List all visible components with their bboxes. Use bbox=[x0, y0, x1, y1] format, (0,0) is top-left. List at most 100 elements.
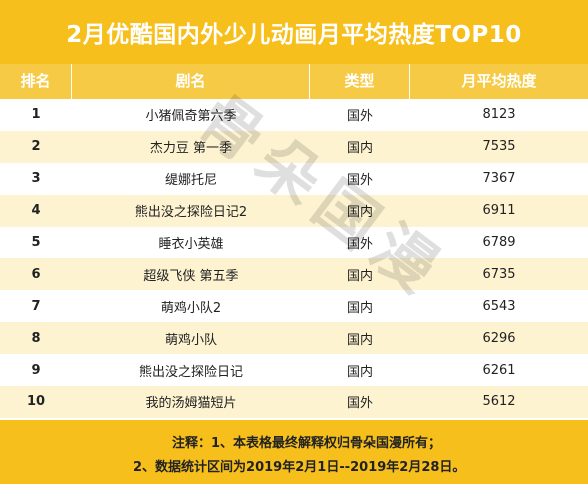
type-cell: 国内 bbox=[310, 322, 410, 354]
rank-cell-text: 3 bbox=[31, 171, 41, 187]
show-name-cell: 萌鸡小队2 bbox=[72, 290, 310, 322]
heat-cell-text: 5612 bbox=[482, 394, 516, 410]
footer-notes: 注释：1、本表格最终解释权归骨朵国漫所有； 2、数据统计区间为2019年2月1日… bbox=[0, 420, 588, 484]
show-name-cell: 熊出没之探险日记 bbox=[72, 354, 310, 386]
rank-cell: 4 bbox=[0, 195, 72, 227]
type-cell: 国外 bbox=[310, 163, 410, 195]
heat-cell-text: 6543 bbox=[482, 298, 516, 314]
heat-cell-text: 7535 bbox=[482, 139, 516, 155]
type-cell-text: 国外 bbox=[346, 173, 373, 189]
type-cell: 国内 bbox=[310, 258, 410, 290]
rank-cell: 10 bbox=[0, 386, 72, 418]
type-cell: 国外 bbox=[310, 99, 410, 131]
rank-cell: 3 bbox=[0, 163, 72, 195]
rank-cell: 5 bbox=[0, 227, 72, 259]
type-cell-text: 国内 bbox=[346, 205, 373, 221]
type-cell-text: 国外 bbox=[346, 237, 373, 252]
show-name-cell-text: 熊出没之探险日记2 bbox=[134, 205, 248, 221]
show-name-cell-text: 我的汤姆猫短片 bbox=[145, 396, 237, 412]
heat-cell: 6296 bbox=[410, 322, 588, 354]
type-cell-text: 国内 bbox=[346, 268, 373, 284]
rank-cell-text: 5 bbox=[31, 235, 41, 250]
type-cell-text: 国外 bbox=[346, 396, 373, 412]
heat-cell-text: 7367 bbox=[482, 171, 516, 187]
rank-cell: 9 bbox=[0, 354, 72, 386]
type-cell-text: 国内 bbox=[346, 300, 373, 316]
heat-cell: 5612 bbox=[410, 386, 588, 418]
type-cell-text: 国外 bbox=[346, 109, 373, 125]
type-cell-text: 国内 bbox=[346, 332, 373, 348]
heat-cell: 7535 bbox=[410, 131, 588, 163]
show-name-cell: 睡衣小英雄 bbox=[72, 227, 310, 259]
rank-cell-text: 6 bbox=[31, 266, 41, 282]
show-name-cell-text: 杰力豆 第一季 bbox=[149, 141, 233, 157]
footer-note-2: 2、数据统计区间为2019年2月1日--2019年2月28日。 bbox=[133, 460, 466, 475]
rank-cell: 7 bbox=[0, 290, 72, 322]
show-name-cell: 超级飞侠 第五季 bbox=[72, 258, 310, 290]
table-header: 排名 剧名 类型 月平均热度 bbox=[0, 64, 588, 99]
show-name-cell: 杰力豆 第一季 bbox=[72, 131, 310, 163]
show-name-cell-text: 熊出没之探险日记 bbox=[138, 364, 243, 380]
heat-cell-text: 6789 bbox=[482, 235, 516, 250]
header-heat: 月平均热度 bbox=[461, 72, 537, 90]
footer-note-1: 注释：1、本表格最终解释权归骨朵国漫所有； bbox=[172, 436, 442, 451]
type-cell: 国内 bbox=[310, 195, 410, 227]
rank-cell: 2 bbox=[0, 131, 72, 163]
table-row: 10 我的汤姆猫短片 国外 5612 bbox=[0, 386, 588, 418]
show-name-cell-text: 萌鸡小队2 bbox=[160, 300, 222, 316]
rank-cell-text: 9 bbox=[31, 362, 41, 378]
heat-cell-text: 6261 bbox=[482, 362, 516, 378]
heat-cell: 6735 bbox=[410, 258, 588, 290]
rank-cell-text: 2 bbox=[31, 139, 41, 155]
rank-cell: 1 bbox=[0, 99, 72, 131]
table-row: 1 小猪佩奇第六季 国外 8123 bbox=[0, 99, 588, 131]
heat-cell-text: 6735 bbox=[482, 266, 516, 282]
table-row: 8 萌鸡小队 国内 6296 bbox=[0, 322, 588, 355]
show-name-cell: 熊出没之探险日记2 bbox=[72, 195, 310, 227]
show-name-cell-text: 小猪佩奇第六季 bbox=[145, 109, 237, 125]
show-name-cell-text: 超级飞侠 第五季 bbox=[143, 268, 239, 284]
page-title: 2月优酷国内外少儿动画月平均热度TOP10 bbox=[66, 22, 522, 48]
table-body: 1 小猪佩奇第六季 国外 8123 2 杰力豆 第一季 国内 7535 3 缇娜托尼 国外 7367 4… bbox=[0, 99, 588, 418]
rank-cell-text: 4 bbox=[31, 203, 41, 219]
rank-cell: 8 bbox=[0, 322, 72, 354]
rank-cell-text: 1 bbox=[31, 107, 41, 123]
title-bar: 2月优酷国内外少儿动画月平均热度TOP10 bbox=[0, 0, 588, 64]
type-cell-text: 国内 bbox=[346, 364, 373, 380]
rank-cell-text: 8 bbox=[31, 330, 41, 346]
heat-cell: 8123 bbox=[410, 99, 588, 131]
header-type: 类型 bbox=[310, 64, 410, 99]
type-cell: 国内 bbox=[310, 131, 410, 163]
heat-cell: 6789 bbox=[410, 227, 588, 259]
heat-cell-text: 6911 bbox=[482, 203, 516, 219]
type-cell: 国内 bbox=[310, 290, 410, 322]
header-name: 剧名 bbox=[72, 64, 310, 99]
type-cell-text: 国内 bbox=[346, 141, 373, 157]
heat-cell: 6543 bbox=[410, 290, 588, 322]
heat-cell-text: 8123 bbox=[482, 107, 516, 123]
type-cell: 国外 bbox=[310, 386, 410, 418]
table-row: 6 超级飞侠 第五季 国内 6735 bbox=[0, 258, 588, 291]
table-row: 7 萌鸡小队2 国内 6543 bbox=[0, 290, 588, 323]
show-name-cell: 我的汤姆猫短片 bbox=[72, 386, 310, 418]
show-name-cell: 小猪佩奇第六季 bbox=[72, 99, 310, 131]
table-row: 9 熊出没之探险日记 国内 6261 bbox=[0, 354, 588, 387]
table-row: 5 睡衣小英雄 国外 6789 bbox=[0, 226, 588, 259]
show-name-cell: 缇娜托尼 bbox=[72, 163, 310, 195]
show-name-cell-text: 缇娜托尼 bbox=[164, 173, 217, 189]
table-row: 3 缇娜托尼 国外 7367 bbox=[0, 162, 588, 195]
header-rank: 排名 bbox=[0, 64, 72, 99]
rank-cell: 6 bbox=[0, 258, 72, 290]
heat-cell: 6911 bbox=[410, 195, 588, 227]
heat-cell: 6261 bbox=[410, 354, 588, 386]
type-cell: 国内 bbox=[310, 354, 410, 386]
type-cell: 国外 bbox=[310, 227, 410, 259]
rank-cell-text: 7 bbox=[31, 298, 41, 314]
table-row: 4 熊出没之探险日记2 国内 6911 bbox=[0, 194, 588, 227]
table-row: 2 杰力豆 第一季 国内 7535 bbox=[0, 130, 588, 163]
rank-cell-text: 10 bbox=[26, 394, 46, 410]
heat-cell-text: 6296 bbox=[482, 330, 516, 346]
heat-cell: 7367 bbox=[410, 163, 588, 195]
show-name-cell-text: 萌鸡小队 bbox=[164, 332, 217, 348]
